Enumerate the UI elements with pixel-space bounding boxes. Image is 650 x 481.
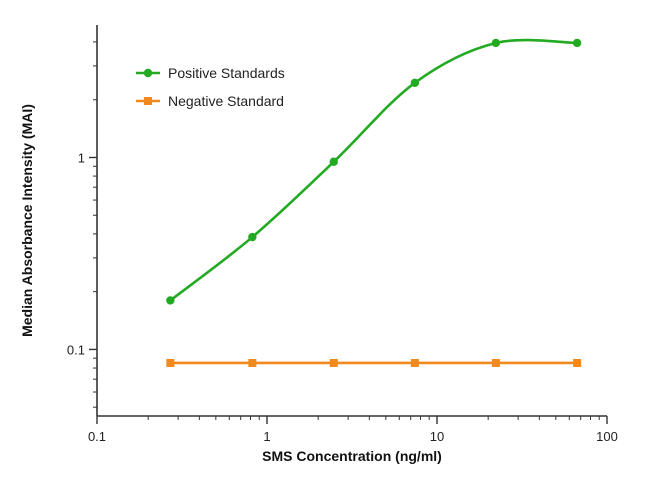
legend-item: Positive Standards bbox=[136, 65, 285, 81]
legend-label: Negative Standard bbox=[168, 93, 284, 109]
data-point bbox=[248, 232, 257, 242]
y-tick-label: 1 bbox=[78, 150, 85, 165]
series-negative-standard bbox=[166, 358, 582, 367]
x-tick-label: 0.1 bbox=[88, 429, 106, 444]
data-point bbox=[573, 358, 582, 367]
axes bbox=[96, 25, 607, 417]
y-axis-title: Median Absorbance Intensity (MAI) bbox=[19, 104, 35, 337]
x-ticks: 0.1 1 10 100 bbox=[88, 416, 618, 444]
data-point bbox=[572, 38, 582, 48]
data-point bbox=[410, 78, 420, 87]
y-ticks: 0.11 bbox=[67, 41, 97, 408]
series-line bbox=[169, 38, 578, 302]
legend-label: Positive Standards bbox=[168, 65, 285, 81]
series-positive-standards bbox=[166, 38, 582, 305]
legend: Positive Standards Negative Standard bbox=[136, 65, 285, 109]
data-point bbox=[329, 358, 338, 367]
data-point bbox=[248, 358, 257, 367]
legend-marker bbox=[144, 97, 152, 105]
data-point bbox=[166, 358, 175, 367]
data-point bbox=[491, 358, 500, 367]
legend-marker bbox=[143, 68, 153, 78]
x-tick-label: 10 bbox=[430, 429, 444, 444]
data-point bbox=[491, 38, 501, 48]
x-tick-label: 100 bbox=[596, 429, 618, 444]
x-tick-label: 1 bbox=[263, 429, 270, 444]
x-axis-title: SMS Concentration (ng/ml) bbox=[262, 448, 442, 464]
y-tick-label: 0.1 bbox=[67, 342, 85, 357]
series-layer bbox=[166, 38, 582, 367]
legend-item: Negative Standard bbox=[136, 93, 284, 109]
data-point bbox=[166, 296, 175, 305]
data-point bbox=[329, 157, 338, 166]
data-point bbox=[410, 358, 419, 367]
